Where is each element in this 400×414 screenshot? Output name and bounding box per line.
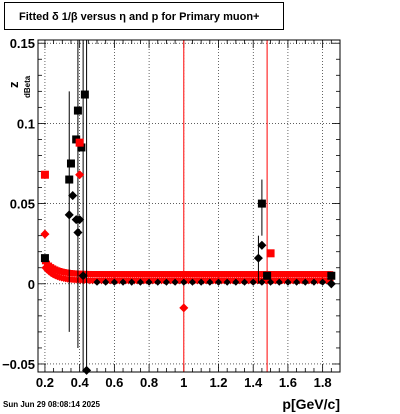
band-marker-black <box>110 278 118 286</box>
data-point-diamond <box>179 303 189 313</box>
band-marker-black <box>275 278 283 286</box>
plot-frame <box>37 39 341 373</box>
x-tick-label: 0.8 <box>140 375 158 390</box>
band-marker-black <box>249 278 257 286</box>
data-point-square <box>40 254 49 263</box>
data-point-square <box>266 249 275 258</box>
y-tick-label: 0.1 <box>17 116 35 131</box>
timestamp: Sun Jun 29 08:08:14 2025 <box>3 400 100 409</box>
band-marker-black <box>162 278 170 286</box>
x-tick-label: 1.8 <box>314 375 332 390</box>
x-tick-label: 1 <box>180 375 187 390</box>
band-marker-black <box>180 278 188 286</box>
x-axis-label: p[GeV/c] <box>282 396 340 412</box>
x-tick-label: 1.4 <box>244 375 263 390</box>
band-marker-black <box>128 278 136 286</box>
y-axis-label-subscript: dBeta <box>23 75 32 98</box>
data-point-diamond <box>82 365 92 375</box>
data-point-diamond <box>75 170 85 180</box>
data-point-square <box>65 175 74 184</box>
band-marker-black <box>102 278 110 286</box>
x-tick-label: 0.6 <box>105 375 123 390</box>
chart-title: Fitted δ 1/β versus η and p for Primary … <box>19 11 260 23</box>
y-tick-label: 0.15 <box>10 36 35 51</box>
x-tick-label: 1.2 <box>209 375 227 390</box>
band-marker-black <box>293 278 301 286</box>
band-marker-black <box>258 278 266 286</box>
band-marker-black <box>136 278 144 286</box>
data-point-square <box>73 106 82 115</box>
data-point-diamond <box>40 229 50 239</box>
data-point-diamond <box>75 215 85 225</box>
y-tick-label: −0.05 <box>2 357 35 372</box>
y-tick-label: 0 <box>28 277 35 292</box>
band-marker-black <box>214 278 223 286</box>
data-point-square <box>66 159 75 168</box>
band-marker-black <box>267 278 275 286</box>
y-tick-label: 0.05 <box>10 197 35 212</box>
data-point-square <box>77 143 86 152</box>
data-point-diamond <box>257 240 267 250</box>
data-point-square <box>75 138 84 147</box>
band-marker-black <box>171 278 179 286</box>
band-marker-black <box>223 278 231 286</box>
data-point-diamond <box>64 210 74 220</box>
band-marker-black <box>206 278 214 286</box>
band-marker-black <box>241 278 249 286</box>
band-marker-black <box>188 278 197 286</box>
data-point-square <box>40 170 49 179</box>
band-marker-black <box>93 278 101 286</box>
chart-title-box: Fitted δ 1/β versus η and p for Primary … <box>4 2 284 30</box>
data-point-square <box>263 271 272 280</box>
band-marker-black <box>197 278 205 286</box>
band-marker-black <box>145 278 153 286</box>
band-marker-black <box>284 278 292 286</box>
band-marker-black <box>119 278 127 286</box>
data-point-square <box>80 90 89 99</box>
band-marker-black <box>301 278 309 286</box>
data-point-diamond <box>68 191 78 201</box>
y-axis-label: z <box>6 81 21 88</box>
x-tick-label: 1.6 <box>279 375 297 390</box>
x-tick-label: 0.2 <box>36 375 54 390</box>
data-point-square <box>257 199 266 208</box>
band-marker-black <box>310 278 318 286</box>
band-marker-black <box>154 278 162 286</box>
band-marker-black <box>232 278 240 286</box>
x-tick-label: 0.4 <box>71 375 90 390</box>
data-point-square <box>327 271 336 280</box>
band-marker-black <box>319 278 327 286</box>
